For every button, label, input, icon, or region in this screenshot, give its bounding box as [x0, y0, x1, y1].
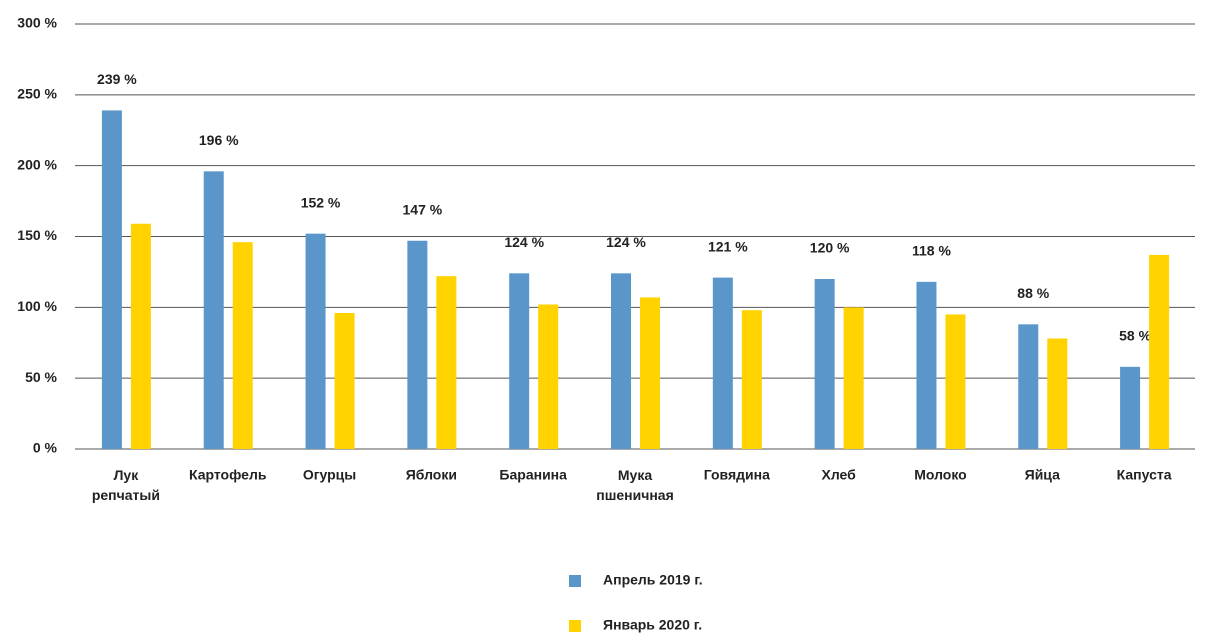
bar [611, 273, 631, 449]
bar [509, 273, 530, 449]
data-label: 196 % [199, 132, 239, 148]
legend-swatch [569, 575, 581, 587]
bar [1149, 254, 1170, 449]
x-tick-label: Хлеб [821, 467, 856, 483]
data-label: 239 % [97, 71, 137, 87]
x-tick-label: Капуста [1117, 467, 1172, 483]
bar [130, 223, 151, 449]
x-tick-label: Молоко [914, 467, 967, 483]
bar [538, 304, 559, 449]
y-tick-label: 250 % [17, 86, 57, 102]
y-tick-label: 100 % [17, 298, 57, 314]
x-tick-label: Мука пшеничная [596, 467, 674, 503]
x-tick-label: Лук репчатый [92, 467, 160, 503]
bar [640, 297, 660, 449]
bar [407, 240, 428, 449]
x-tick-label: Яйца [1025, 467, 1060, 483]
x-tick-label: Баранина [499, 467, 567, 483]
bar [232, 242, 253, 449]
bar [334, 313, 355, 449]
legend-label: Январь 2020 г. [603, 617, 702, 633]
bar [741, 310, 762, 449]
legend-swatch [569, 620, 581, 632]
bar [1120, 366, 1141, 449]
bar [1018, 324, 1039, 449]
data-label: 118 % [912, 243, 951, 259]
data-label: 152 % [301, 194, 341, 210]
data-label: 121 % [708, 238, 748, 254]
data-label: 124 % [504, 234, 544, 250]
x-tick-label: Яблоки [406, 467, 457, 483]
bar [101, 110, 122, 450]
bar [436, 276, 457, 449]
bar [1047, 338, 1068, 449]
y-tick-label: 150 % [17, 227, 57, 243]
y-tick-label: 300 % [17, 15, 57, 31]
x-tick-label: Говядина [704, 467, 770, 483]
x-tick-label: Картофель [189, 467, 267, 483]
bar [712, 277, 733, 449]
bar [843, 307, 864, 449]
data-label: 124 % [606, 234, 646, 250]
data-label: 88 % [1017, 285, 1049, 301]
bar [305, 233, 326, 449]
y-tick-label: 200 % [17, 156, 57, 172]
x-tick-label: Огурцы [303, 467, 356, 483]
data-label: 120 % [810, 240, 850, 256]
y-tick-label: 50 % [25, 369, 57, 385]
bar [814, 279, 835, 449]
legend-label: Апрель 2019 г. [603, 572, 703, 588]
data-label: 147 % [403, 201, 443, 217]
y-tick-label: 0 % [33, 440, 58, 456]
bar [916, 281, 937, 449]
data-label: 58 % [1119, 328, 1151, 344]
bar [945, 314, 966, 449]
bar [203, 171, 224, 450]
